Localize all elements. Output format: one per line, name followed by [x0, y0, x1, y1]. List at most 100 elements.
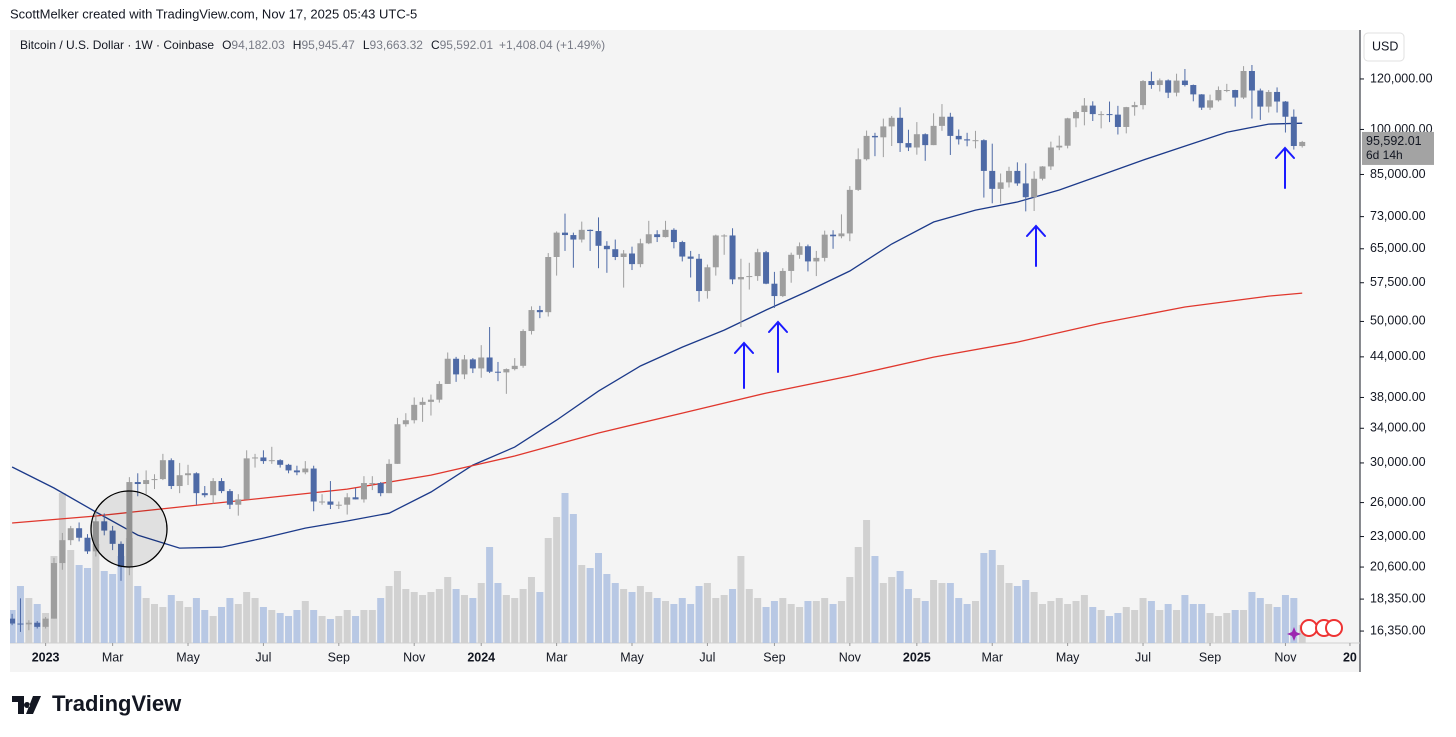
- candle-body: [176, 475, 183, 487]
- y-tick-label: 30,000.00: [1370, 455, 1426, 469]
- candle-body: [436, 383, 443, 400]
- y-tick-label: 57,500.00: [1370, 275, 1426, 289]
- currency[interactable]: USD: [1372, 39, 1398, 53]
- candle-body: [704, 267, 711, 292]
- candle-body: [1223, 90, 1230, 92]
- volume-bar: [1097, 610, 1105, 643]
- candle-body: [277, 460, 284, 465]
- candle-body: [980, 140, 987, 171]
- volume-bar: [519, 589, 527, 643]
- volume-bar: [1173, 610, 1181, 643]
- y-tick-label: 65,000.00: [1370, 241, 1426, 255]
- volume-bar: [368, 610, 376, 643]
- volume-bar: [1290, 598, 1298, 643]
- candle-body: [922, 134, 929, 146]
- candle-body: [746, 276, 753, 278]
- volume-bar: [268, 610, 276, 643]
- volume-bar: [1181, 595, 1189, 643]
- volume-bar: [360, 610, 368, 643]
- candle-body: [595, 231, 602, 246]
- candle-body: [561, 232, 568, 236]
- volume-bar: [1122, 607, 1130, 643]
- candle-body: [696, 258, 703, 292]
- x-tick-label: Jul: [699, 650, 715, 664]
- volume-bar: [662, 601, 670, 643]
- candle-body: [193, 473, 200, 494]
- candle-body: [553, 232, 560, 257]
- event-icons: [1287, 619, 1343, 641]
- volume-bar: [955, 598, 963, 643]
- candle-body: [1022, 183, 1029, 198]
- candle-body: [235, 499, 242, 505]
- volume-bar: [770, 601, 778, 643]
- currency-button[interactable]: [1363, 32, 1405, 62]
- candle-body: [637, 243, 644, 265]
- y-tick-label: 50,000.00: [1370, 314, 1426, 328]
- candle-body: [737, 277, 744, 280]
- volume-bar: [226, 598, 234, 643]
- volume-bar: [1273, 607, 1281, 643]
- candle-body: [310, 468, 317, 502]
- candle-body: [997, 182, 1004, 189]
- volume-bar: [628, 592, 636, 643]
- candle-body: [10, 618, 16, 624]
- volume-bar: [720, 595, 728, 643]
- volume-bar: [997, 565, 1005, 643]
- candle-body: [1156, 80, 1163, 86]
- x-tick-label: 2024: [467, 650, 495, 664]
- volume-bar: [963, 604, 971, 643]
- candle-body: [1014, 170, 1021, 184]
- y-tick-label: 23,000.00: [1370, 529, 1426, 543]
- candle-body: [1282, 101, 1289, 117]
- candle-body: [1215, 90, 1222, 101]
- candle-body: [1064, 118, 1071, 146]
- volume-bar: [285, 616, 293, 643]
- candle-body: [846, 189, 853, 234]
- volume-bar: [83, 568, 91, 643]
- candle-body: [168, 460, 175, 487]
- candle-body: [59, 540, 66, 564]
- volume-bar: [318, 616, 326, 643]
- volume-bar: [1156, 610, 1164, 643]
- volume-bar: [1131, 610, 1139, 643]
- candle-body: [117, 543, 124, 568]
- candle-body: [1190, 85, 1197, 95]
- candle-body: [1114, 114, 1121, 127]
- field-key: O: [222, 38, 231, 52]
- volume-bar: [921, 601, 929, 643]
- arrow: [768, 320, 788, 373]
- candle-body: [427, 399, 434, 402]
- candle-body: [252, 457, 259, 459]
- volume-bar: [444, 577, 452, 643]
- candle-body: [352, 497, 359, 500]
- candle-body: [1098, 114, 1105, 116]
- candle-body: [1274, 91, 1281, 102]
- volume-bar: [486, 547, 494, 643]
- volume-bar: [1281, 595, 1289, 643]
- volume-bar: [595, 553, 603, 643]
- annotations: [90, 146, 1343, 641]
- volume-bar: [460, 595, 468, 643]
- y-tick-label: 120,000.00: [1370, 71, 1433, 85]
- candle-body: [662, 229, 669, 238]
- candle-body: [461, 359, 468, 375]
- candle-body: [1081, 105, 1088, 113]
- y-tick-label: 73,000.00: [1370, 209, 1426, 223]
- volume-bar: [92, 544, 100, 643]
- arrow: [734, 341, 754, 389]
- y-tick-label: 16,350.00: [1370, 623, 1426, 637]
- candle-body: [494, 371, 501, 373]
- candle-body: [888, 117, 895, 127]
- volume-bar: [611, 583, 619, 643]
- candle-body: [905, 143, 912, 148]
- last-price: 95,592.01: [1366, 134, 1422, 148]
- field-value: 95,592.01: [440, 38, 494, 52]
- volume-bar: [1214, 616, 1222, 643]
- y-tick-label: 38,000.00: [1370, 390, 1426, 404]
- volume-bar: [1114, 613, 1122, 643]
- change: +1,408.04 (+1.49%): [499, 38, 605, 52]
- candle-body: [620, 253, 627, 257]
- candle-body: [503, 369, 510, 373]
- volume-bar: [209, 616, 217, 643]
- volume-bar: [653, 598, 661, 643]
